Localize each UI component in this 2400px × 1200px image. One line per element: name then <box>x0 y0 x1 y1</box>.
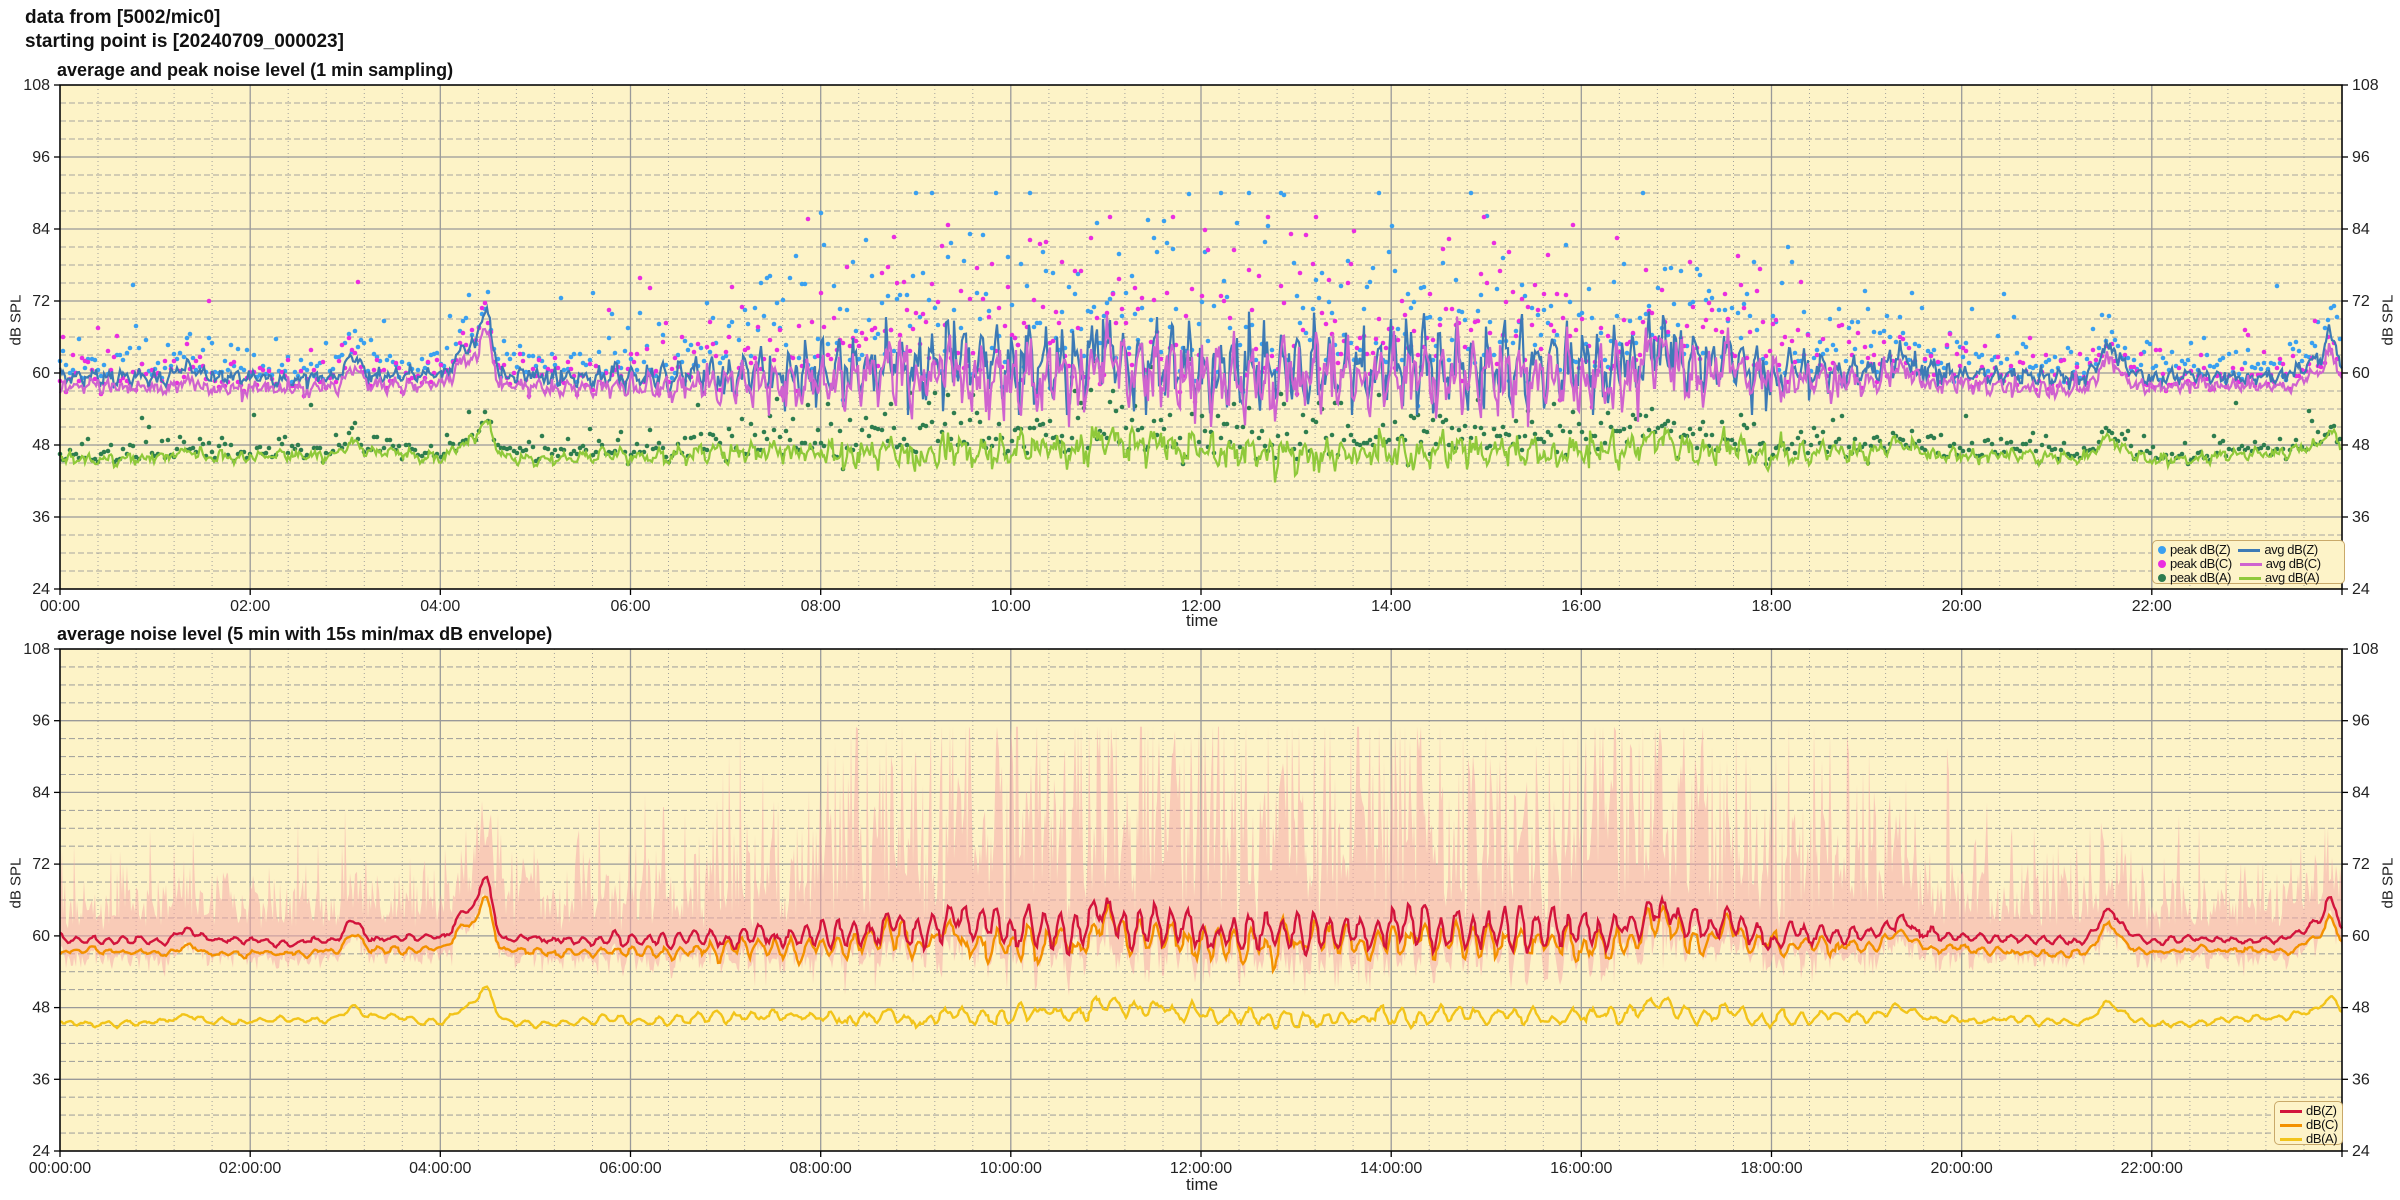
svg-text:108: 108 <box>23 77 50 94</box>
svg-text:16:00: 16:00 <box>1561 598 1601 615</box>
svg-text:00:00:00: 00:00:00 <box>29 1160 91 1177</box>
svg-text:16:00:00: 16:00:00 <box>1550 1160 1612 1177</box>
svg-text:96: 96 <box>2352 149 2370 166</box>
svg-text:22:00:00: 22:00:00 <box>2121 1160 2183 1177</box>
svg-text:96: 96 <box>2352 713 2370 730</box>
svg-text:18:00: 18:00 <box>1751 598 1791 615</box>
svg-text:48: 48 <box>2352 437 2370 454</box>
svg-text:02:00:00: 02:00:00 <box>219 1160 281 1177</box>
svg-text:24: 24 <box>32 581 50 598</box>
svg-text:24: 24 <box>2352 581 2370 598</box>
svg-text:72: 72 <box>32 293 50 310</box>
svg-text:04:00:00: 04:00:00 <box>409 1160 471 1177</box>
svg-text:36: 36 <box>2352 509 2370 526</box>
svg-text:02:00: 02:00 <box>230 598 270 615</box>
svg-text:20:00: 20:00 <box>1942 598 1982 615</box>
svg-text:60: 60 <box>32 928 50 945</box>
svg-text:72: 72 <box>32 856 50 873</box>
svg-text:84: 84 <box>2352 784 2370 801</box>
svg-text:36: 36 <box>2352 1071 2370 1088</box>
svg-text:14:00: 14:00 <box>1371 598 1411 615</box>
svg-text:96: 96 <box>32 149 50 166</box>
svg-text:72: 72 <box>2352 856 2370 873</box>
svg-text:24: 24 <box>2352 1143 2370 1160</box>
svg-text:60: 60 <box>2352 928 2370 945</box>
svg-text:48: 48 <box>32 437 50 454</box>
svg-text:36: 36 <box>32 509 50 526</box>
svg-text:96: 96 <box>32 713 50 730</box>
svg-text:18:00:00: 18:00:00 <box>1740 1160 1802 1177</box>
svg-text:36: 36 <box>32 1071 50 1088</box>
svg-text:06:00:00: 06:00:00 <box>599 1160 661 1177</box>
svg-text:60: 60 <box>2352 365 2370 382</box>
svg-text:20:00:00: 20:00:00 <box>1931 1160 1993 1177</box>
svg-text:14:00:00: 14:00:00 <box>1360 1160 1422 1177</box>
svg-text:08:00: 08:00 <box>801 598 841 615</box>
svg-text:84: 84 <box>32 221 50 238</box>
svg-text:48: 48 <box>2352 1000 2370 1017</box>
svg-text:04:00: 04:00 <box>420 598 460 615</box>
svg-text:108: 108 <box>2352 641 2379 658</box>
svg-text:72: 72 <box>2352 293 2370 310</box>
svg-text:108: 108 <box>23 641 50 658</box>
svg-text:00:00: 00:00 <box>40 598 80 615</box>
svg-text:84: 84 <box>2352 221 2370 238</box>
svg-text:22:00: 22:00 <box>2132 598 2172 615</box>
svg-text:10:00: 10:00 <box>991 598 1031 615</box>
svg-text:84: 84 <box>32 784 50 801</box>
svg-text:24: 24 <box>32 1143 50 1160</box>
svg-text:108: 108 <box>2352 77 2379 94</box>
svg-text:10:00:00: 10:00:00 <box>980 1160 1042 1177</box>
svg-text:06:00: 06:00 <box>610 598 650 615</box>
svg-text:60: 60 <box>32 365 50 382</box>
svg-text:08:00:00: 08:00:00 <box>790 1160 852 1177</box>
svg-text:48: 48 <box>32 1000 50 1017</box>
